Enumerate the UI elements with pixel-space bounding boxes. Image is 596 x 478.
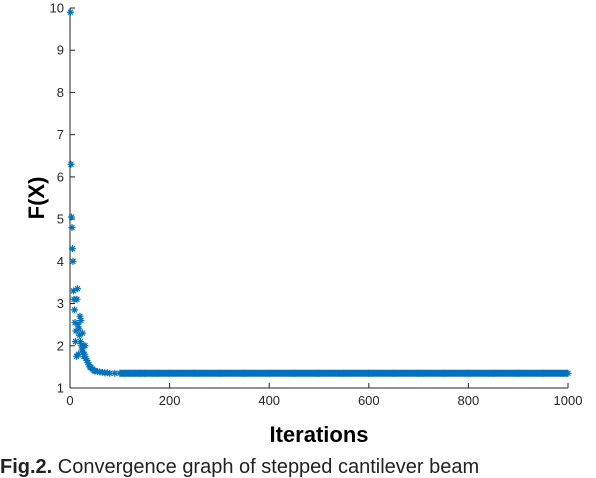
- x-tick-label: 200: [159, 393, 181, 408]
- chart-marks: [66, 8, 572, 377]
- data-point: [80, 350, 88, 358]
- data-point: [83, 357, 91, 365]
- y-tick-label: 4: [57, 254, 64, 269]
- x-tick-label: 800: [458, 393, 480, 408]
- y-tick-label: 3: [57, 296, 64, 311]
- data-point: [67, 213, 75, 221]
- x-tick-label: 1000: [554, 393, 583, 408]
- data-point: [78, 346, 86, 354]
- y-tick-label: 6: [57, 169, 64, 184]
- data-point: [69, 257, 77, 265]
- data-point: [73, 285, 81, 293]
- data-point: [81, 342, 89, 350]
- data-point: [106, 369, 114, 377]
- figure-caption: Fig.2. Convergence graph of stepped cant…: [0, 457, 596, 478]
- data-point: [70, 306, 78, 314]
- x-tick-label: 0: [66, 393, 73, 408]
- data-point: [72, 327, 80, 335]
- data-point: [84, 359, 92, 367]
- caption-label: Fig.2.: [0, 457, 53, 478]
- data-point: [67, 160, 75, 168]
- data-point: [75, 331, 83, 339]
- data-point: [75, 325, 83, 333]
- y-tick-label: 2: [57, 338, 64, 353]
- y-tick-label: 9: [57, 43, 64, 58]
- x-axis-label: Iterations: [269, 422, 368, 447]
- y-tick-label: 5: [57, 212, 64, 227]
- data-point: [76, 312, 84, 320]
- data-point: [73, 295, 81, 303]
- chart-axes: 0 200 400 600 800 1000 1 2 3 4 5 6 7 8 9 10: [50, 1, 583, 409]
- data-point: [74, 350, 82, 358]
- data-point: [78, 329, 86, 337]
- y-tick-label: 8: [57, 85, 64, 100]
- x-tick-label: 600: [358, 393, 380, 408]
- y-tick-label: 10: [50, 1, 64, 16]
- data-point: [66, 8, 74, 16]
- data-point: [82, 354, 90, 362]
- data-point: [85, 361, 93, 369]
- data-point: [68, 224, 76, 232]
- caption-text: Convergence graph of stepped cantilever …: [52, 457, 480, 478]
- data-point: [76, 338, 84, 346]
- data-point: [71, 338, 79, 346]
- data-point: [77, 316, 85, 324]
- data-point: [74, 321, 82, 329]
- data-point: [111, 369, 119, 377]
- x-tick-label: 400: [258, 393, 280, 408]
- y-tick-label: 1: [57, 381, 64, 396]
- y-axis-label: F(X): [24, 177, 49, 220]
- data-point: [69, 287, 77, 295]
- data-point: [71, 319, 79, 327]
- y-tick-label: 7: [57, 127, 64, 142]
- data-point: [68, 245, 76, 253]
